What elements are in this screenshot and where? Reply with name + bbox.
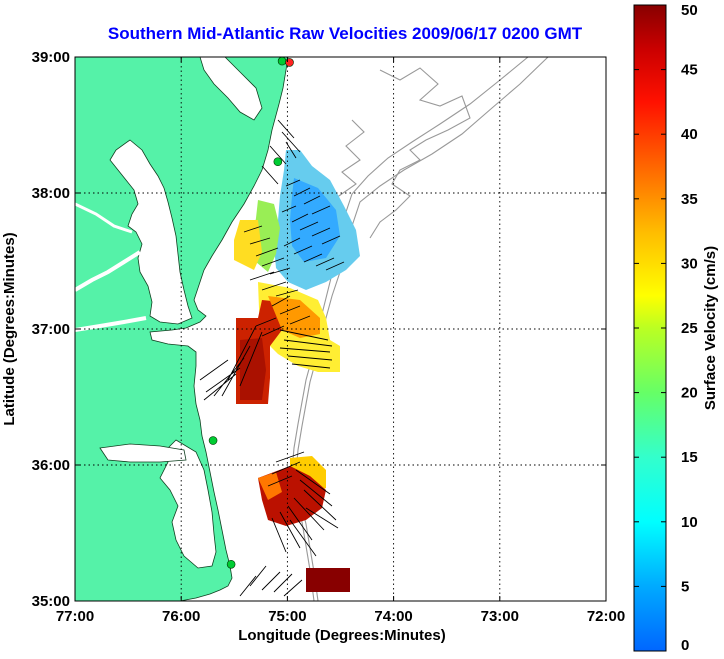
colorbar-gradient xyxy=(633,4,667,652)
colorbar-tick-label: 30 xyxy=(681,255,698,272)
colorbar-tick-label: 20 xyxy=(681,385,698,402)
colorbar: 0 5 10 15 20 25 30 35 40 45 50 Surface Velocity (c… xyxy=(633,2,719,654)
y-tick-label: 37:00 xyxy=(32,321,70,338)
y-tick-label: 39:00 xyxy=(32,49,70,66)
radar-station-marker xyxy=(208,436,218,445)
radar-station-marker xyxy=(226,559,236,569)
river-york xyxy=(75,202,133,234)
river-james xyxy=(75,316,147,332)
pamlico-sound xyxy=(159,439,217,569)
radar-station-marker xyxy=(285,58,294,67)
colorbar-tick-label: 15 xyxy=(681,449,698,466)
y-axis: 35:00 36:00 37:00 38:00 39:00 xyxy=(32,49,606,610)
x-axis: 77:00 76:00 75:00 74:00 73:00 72:00 xyxy=(56,57,625,625)
plot-area xyxy=(74,56,607,602)
x-tick-label: 75:00 xyxy=(268,608,306,625)
x-tick-label: 77:00 xyxy=(56,608,94,625)
delaware-bay xyxy=(199,57,263,121)
colorbar-ticks: 0 5 10 15 20 25 30 35 40 45 50 xyxy=(634,2,698,654)
colorbar-tick-label: 45 xyxy=(681,62,698,79)
colorbar-tick-label: 5 xyxy=(681,578,689,595)
land-mass xyxy=(75,57,289,601)
x-tick-label: 74:00 xyxy=(374,608,412,625)
velocity-vectors xyxy=(199,119,345,597)
velocity-field xyxy=(234,150,360,592)
colorbar-tick-label: 10 xyxy=(681,514,698,531)
y-tick-label: 36:00 xyxy=(32,457,70,474)
y-tick-label: 38:00 xyxy=(32,185,70,202)
colorbar-tick-label: 40 xyxy=(681,126,698,143)
y-tick-label: 35:00 xyxy=(32,593,70,610)
albemarle-sound xyxy=(99,443,187,463)
radar-station-marker xyxy=(273,157,283,167)
grid-lines xyxy=(75,57,606,601)
radar-station-marker xyxy=(277,56,287,66)
chesapeake-bay xyxy=(109,139,193,325)
colorbar-tick-label: 25 xyxy=(681,320,698,337)
y-axis-label: Latitude (Degrees:Minutes) xyxy=(1,232,18,425)
chart-title: Southern Mid-Atlantic Raw Velocities 200… xyxy=(108,24,583,43)
colorbar-tick-label: 35 xyxy=(681,191,698,208)
x-tick-label: 76:00 xyxy=(162,608,200,625)
x-tick-label: 72:00 xyxy=(587,608,625,625)
colorbar-tick-label: 0 xyxy=(681,637,689,654)
colorbar-label: Surface Velocity (cm/s) xyxy=(702,246,719,410)
colorbar-tick-label: 50 xyxy=(681,2,698,19)
river-potomac xyxy=(75,250,142,292)
x-tick-label: 73:00 xyxy=(481,608,519,625)
x-axis-label: Longitude (Degrees:Minutes) xyxy=(238,627,446,644)
